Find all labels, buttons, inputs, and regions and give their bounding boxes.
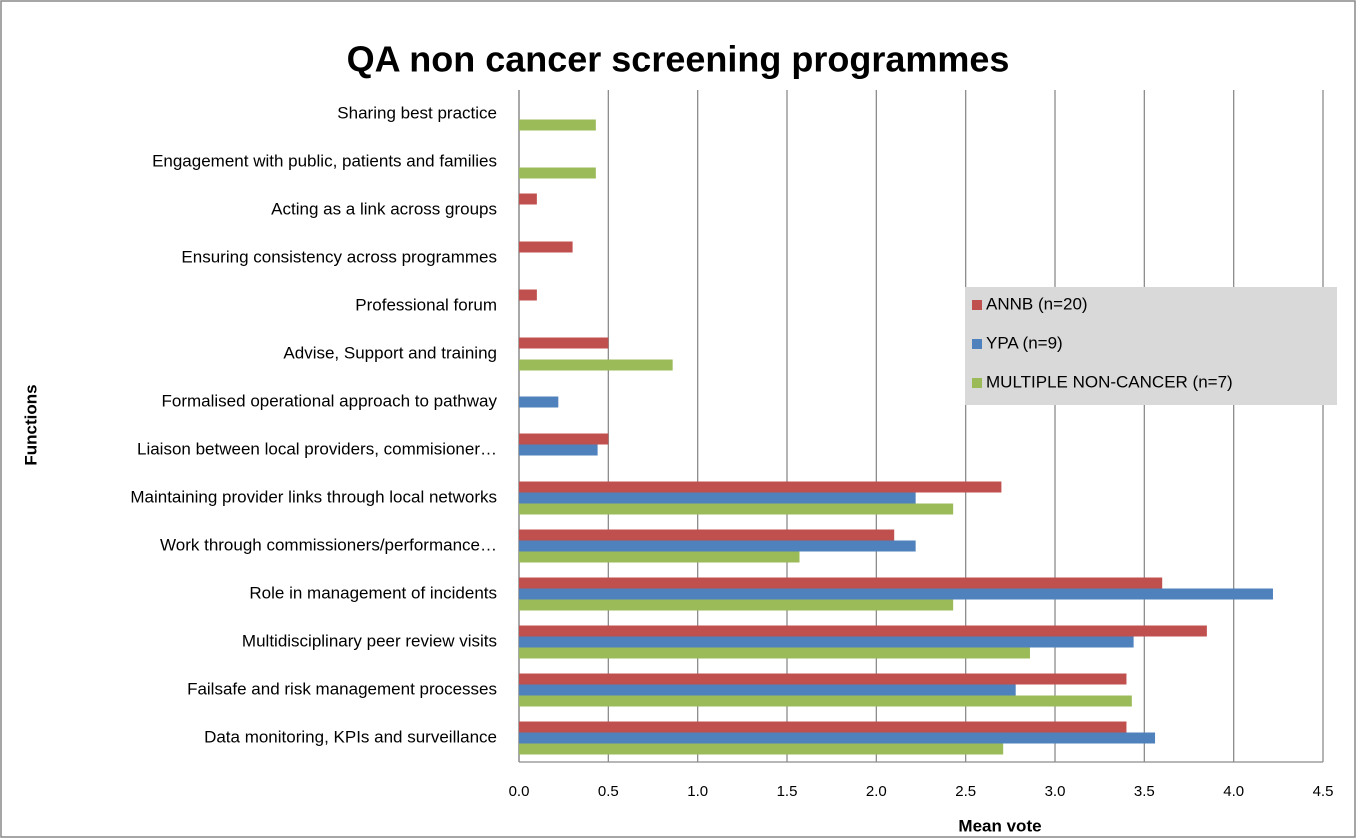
bar <box>519 721 1127 733</box>
x-tick-label: 0.5 <box>598 783 619 800</box>
bar <box>519 241 573 253</box>
x-tick-label: 1.0 <box>687 783 708 800</box>
bar <box>519 599 954 611</box>
bar <box>519 588 1273 600</box>
bar <box>519 695 1132 707</box>
bar <box>519 647 1030 659</box>
y-tick-label: Professional forum <box>355 295 497 314</box>
x-tick-label: 4.5 <box>1313 783 1334 800</box>
bar <box>519 684 1016 696</box>
bar <box>519 503 954 515</box>
x-tick-label: 3.0 <box>1045 783 1066 800</box>
x-tick-label: 3.5 <box>1134 783 1155 800</box>
bar <box>519 743 1004 755</box>
legend-label: YPA (n=9) <box>986 333 1063 352</box>
x-tick-label: 0.0 <box>509 783 530 800</box>
bar <box>519 673 1127 685</box>
legend-swatch <box>972 339 982 349</box>
y-tick-label: Role in management of incidents <box>249 583 497 602</box>
x-tick-label: 2.0 <box>866 783 887 800</box>
bar <box>519 732 1156 744</box>
y-tick-label: Liaison between local providers, commisi… <box>137 439 497 458</box>
y-tick-label: Formalised operational approach to pathw… <box>162 391 498 410</box>
x-tick-label: 4.0 <box>1223 783 1244 800</box>
legend-box <box>965 287 1337 405</box>
chart-title: QA non cancer screening programmes <box>347 39 1010 80</box>
x-tick-label: 1.5 <box>777 783 798 800</box>
bar <box>519 492 916 504</box>
y-tick-label: Data monitoring, KPIs and surveillance <box>204 727 497 746</box>
bar <box>519 359 673 371</box>
y-tick-label: Ensuring consistency across programmes <box>181 247 497 266</box>
bar <box>519 551 800 563</box>
bar <box>519 167 596 179</box>
x-axis-label: Mean vote <box>958 816 1041 835</box>
legend-swatch <box>972 300 982 310</box>
bar <box>519 337 609 349</box>
bar <box>519 396 559 408</box>
y-tick-label: Engagement with public, patients and fam… <box>152 151 497 170</box>
bar <box>519 540 916 552</box>
y-tick-label: Advise, Support and training <box>283 343 497 362</box>
bar <box>519 444 598 456</box>
legend-label: MULTIPLE NON-CANCER (n=7) <box>986 372 1233 391</box>
y-tick-label: Sharing best practice <box>337 103 497 122</box>
bar <box>519 636 1134 648</box>
y-tick-label: Failsafe and risk management processes <box>187 679 497 698</box>
bar <box>519 577 1163 589</box>
bar <box>519 481 1002 493</box>
y-tick-label: Multidisciplinary peer review visits <box>242 631 497 650</box>
bar <box>519 119 596 131</box>
x-tick-label: 2.5 <box>955 783 976 800</box>
bar <box>519 529 895 541</box>
legend-swatch <box>972 378 982 388</box>
y-tick-label: Maintaining provider links through local… <box>130 487 497 506</box>
y-tick-label: Work through commissioners/performance… <box>160 535 497 554</box>
bar <box>519 625 1207 637</box>
y-axis-label: Functions <box>21 384 40 465</box>
bar <box>519 433 609 445</box>
bar <box>519 289 537 301</box>
y-tick-label: Acting as a link across groups <box>271 199 497 218</box>
bar <box>519 193 537 205</box>
legend-label: ANNB (n=20) <box>986 294 1088 313</box>
